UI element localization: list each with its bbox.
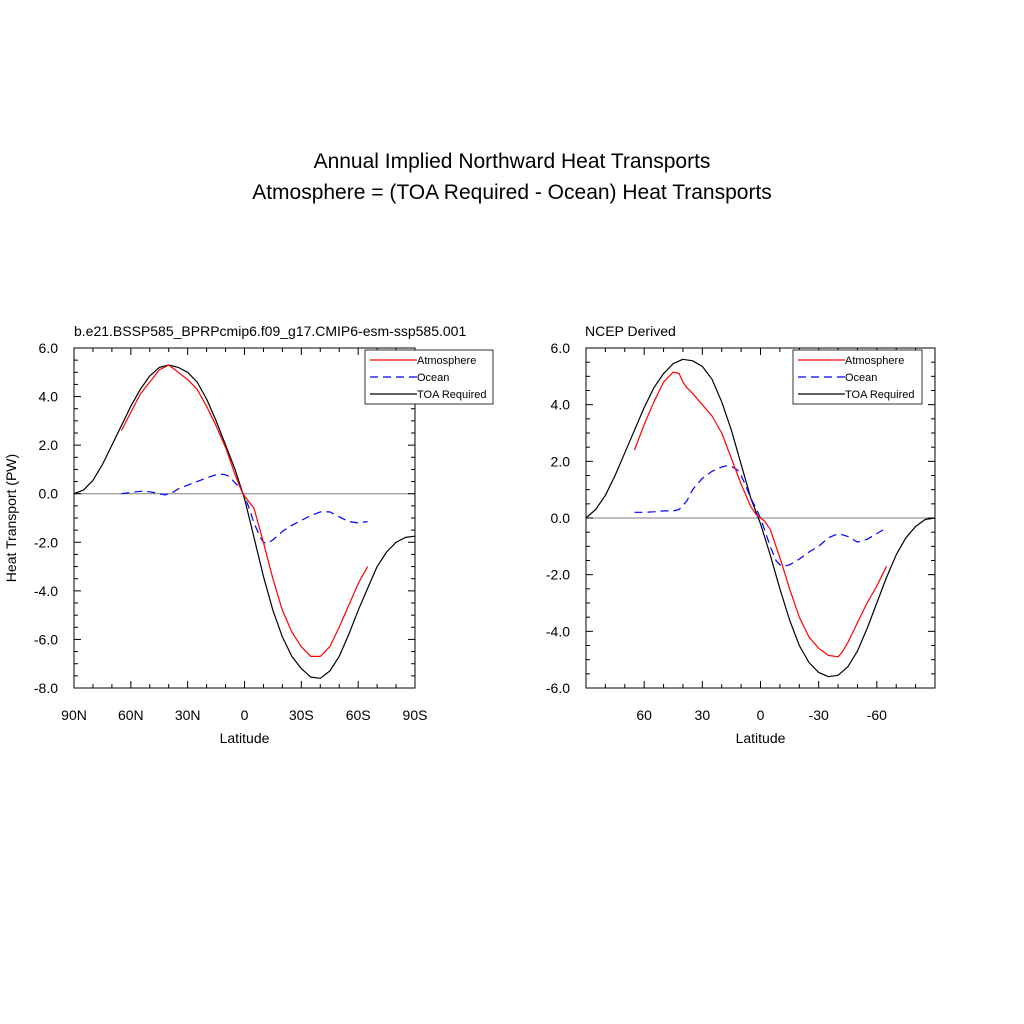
legend-label-atmosphere: Atmosphere [417,355,476,367]
x-tick-label: 30N [175,707,201,723]
y-tick-label: -6.0 [34,631,58,647]
y-tick-label: 4.0 [39,389,59,405]
y-tick-label: -8.0 [34,680,58,696]
x-tick-label: 30S [289,707,314,723]
y-tick-label: 6.0 [551,340,571,356]
y-tick-label: -2.0 [546,567,570,583]
legend-label-ocean: Ocean [845,372,877,384]
x-tick-label: 60N [118,707,144,723]
y-tick-label: 6.0 [39,340,59,356]
x-tick-label: -30 [809,707,829,723]
series-line-atmosphere [120,364,369,658]
x-tick-label: 30 [695,707,711,723]
figure-title-line1: Annual Implied Northward Heat Transports [313,150,711,173]
x-axis-label: Latitude [736,730,786,746]
legend-label-atmosphere: Atmosphere [845,355,904,367]
subplot-title: NCEP Derived [585,323,676,339]
series-line-toa-required [585,358,936,678]
legend-label-toa-required: TOA Required [417,389,487,401]
x-tick-label: 60 [636,707,652,723]
x-axis-label: Latitude [220,730,270,746]
x-tick-label: 0 [241,707,249,723]
x-tick-label: 60S [346,707,371,723]
x-tick-label: 90N [61,707,87,723]
y-tick-label: 0.0 [551,510,571,526]
y-tick-label: -2.0 [34,534,58,550]
y-tick-label: -6.0 [546,680,570,696]
y-axis-label: Heat Transport (PW) [3,454,19,582]
y-tick-label: 2.0 [39,437,59,453]
y-tick-label: 4.0 [551,397,571,413]
x-tick-label: 90S [403,707,428,723]
x-tick-label: 0 [757,707,765,723]
y-tick-label: 0.0 [39,486,59,502]
series-line-toa-required [73,364,416,679]
series-line-ocean [634,465,887,567]
y-tick-label: -4.0 [546,623,570,639]
y-tick-label: -4.0 [34,583,58,599]
legend-label-toa-required: TOA Required [845,389,915,401]
subplot-title: b.e21.BSSP585_BPRPcmip6.f09_g17.CMIP6-es… [74,323,466,339]
series-line-atmosphere [633,371,888,658]
legend-label-ocean: Ocean [417,372,449,384]
x-tick-label: -60 [867,707,887,723]
figure-title-line2: Atmosphere = (TOA Required - Ocean) Heat… [252,181,772,204]
y-tick-label: 2.0 [551,453,571,469]
